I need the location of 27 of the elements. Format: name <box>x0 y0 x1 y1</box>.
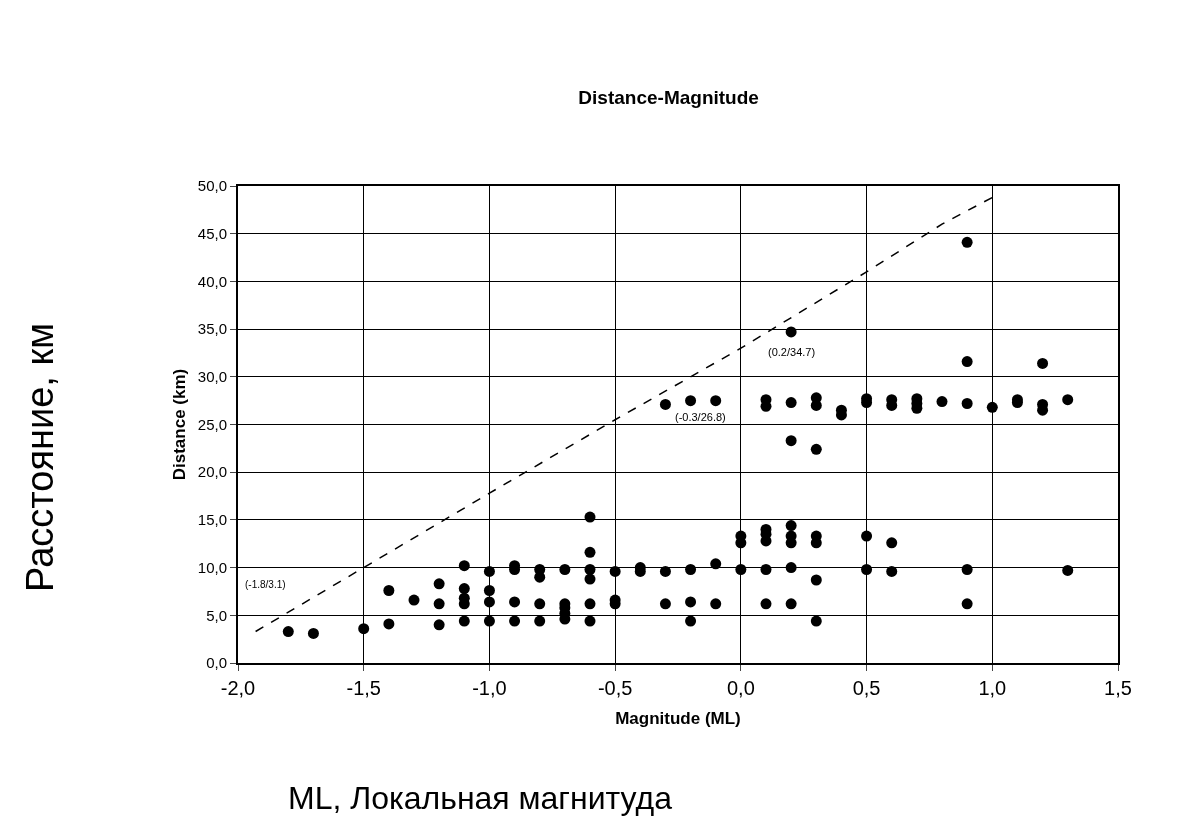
text: ML, Локальная магнитуда <box>288 780 673 816</box>
x-tick-label: 0,0 <box>726 677 755 699</box>
text: Расстояние, км <box>19 322 62 592</box>
annotation: (-1.8/3.1) <box>245 579 286 590</box>
x-tick-label: 1,5 <box>1104 677 1132 699</box>
y-tick-label: 15,0 <box>197 511 227 529</box>
x-tick-label: -2,0 <box>220 677 256 699</box>
annotation: (0.2/34.7) <box>768 346 816 358</box>
y-tick-label: 10,0 <box>197 558 227 576</box>
y-tick-label: 5,0 <box>206 606 227 624</box>
y-tick-label: 0,0 <box>206 654 227 672</box>
y-tick-label: 35,0 <box>197 320 227 338</box>
x-tick-label: 1,0 <box>978 677 1007 699</box>
y-tick-label: 50,0 <box>197 177 227 195</box>
x-tick-label: 0,5 <box>852 677 881 699</box>
x-tick-label: -1,5 <box>346 677 381 699</box>
y-tick-label: 25,0 <box>197 415 227 433</box>
y-tick-label: 20,0 <box>197 463 227 481</box>
y-tick-label: 40,0 <box>197 272 227 290</box>
annotation: (-0.3/26.8) <box>675 411 726 423</box>
x-tick-label: -0,5 <box>597 677 633 699</box>
chart-title: Distance-Magnitude <box>578 87 759 109</box>
x-axis-title: Magnitude (ML) <box>615 708 741 728</box>
y-tick-label: 45,0 <box>197 224 227 242</box>
y-tick-label: 30,0 <box>197 368 227 386</box>
x-tick-label: -1,0 <box>472 677 507 699</box>
y-axis-title: Distance (km) <box>169 368 189 481</box>
